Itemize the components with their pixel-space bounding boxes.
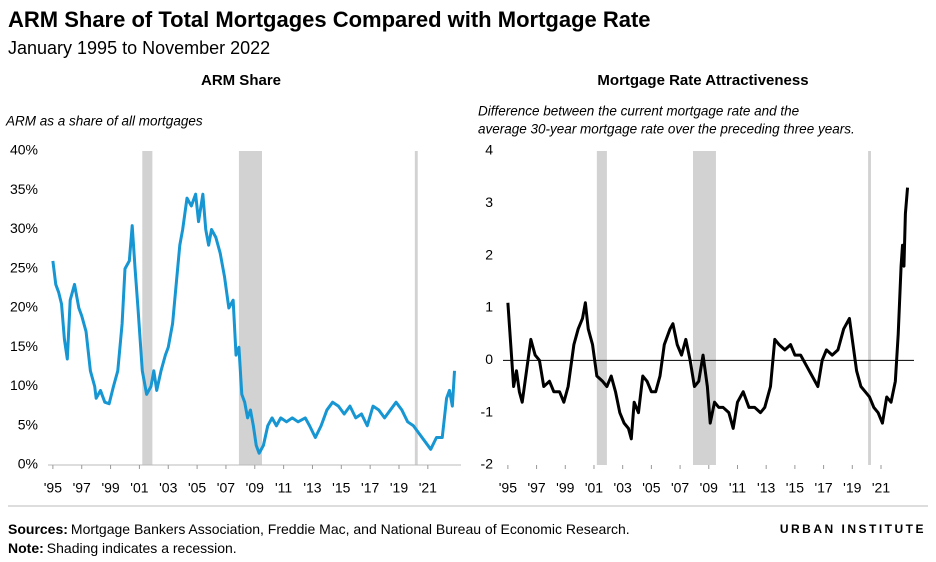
y-tick-label: 2 — [485, 246, 493, 262]
x-tick-label: '05 — [188, 480, 206, 496]
x-tick-label: '13 — [303, 480, 321, 496]
x-tick-label: '99 — [101, 480, 119, 496]
x-tick-label: '17 — [361, 480, 379, 496]
y-tick-label: 30% — [10, 220, 38, 236]
x-tick-label: '13 — [757, 480, 775, 496]
x-tick-label: '11 — [729, 480, 746, 496]
x-tick-label: '19 — [390, 480, 408, 496]
x-tick-label: '21 — [872, 480, 890, 496]
recession-shading — [692, 151, 716, 465]
panel-title: Mortgage Rate Attractiveness — [597, 72, 808, 89]
y-tick-label: -2 — [481, 456, 494, 472]
x-tick-label: '95 — [44, 480, 62, 496]
y-tick-label: 0 — [485, 351, 493, 367]
y-tick-label: 15% — [10, 338, 38, 354]
x-tick-label: '17 — [814, 480, 832, 496]
y-axis-label: ARM as a share of all mortgages — [5, 114, 203, 129]
y-tick-label: 10% — [10, 377, 38, 393]
y-tick-label: 40% — [10, 142, 38, 158]
y-axis-label: Difference between the current mortgage … — [478, 104, 799, 119]
recession-shading — [414, 151, 418, 465]
x-tick-label: '21 — [419, 480, 437, 496]
chart-title: ARM Share of Total Mortgages Compared wi… — [8, 7, 651, 32]
y-axis-label: average 30-year mortgage rate over the p… — [478, 122, 855, 137]
y-tick-label: 25% — [10, 259, 38, 275]
sources-label: Sources: — [8, 521, 68, 537]
y-tick-label: 35% — [10, 181, 38, 197]
x-tick-label: '07 — [671, 480, 689, 496]
y-tick-label: 1 — [485, 299, 493, 315]
x-tick-label: '09 — [700, 480, 718, 496]
x-tick-label: '03 — [614, 480, 632, 496]
recession-shading — [868, 151, 871, 465]
note: Note: Shading indicates a recession. — [8, 540, 237, 556]
x-tick-label: '15 — [332, 480, 350, 496]
note-label: Note: — [8, 540, 44, 556]
y-tick-label: -1 — [481, 403, 494, 419]
x-tick-label: '07 — [217, 480, 235, 496]
x-tick-label: '01 — [130, 480, 148, 496]
x-tick-label: '05 — [642, 480, 660, 496]
note-text: Shading indicates a recession. — [47, 540, 237, 556]
x-tick-label: '95 — [499, 480, 517, 496]
sources: Sources: Mortgage Bankers Association, Fr… — [8, 521, 630, 537]
x-tick-label: '97 — [527, 480, 545, 496]
recession-shading — [142, 151, 153, 465]
x-tick-label: '11 — [275, 480, 292, 496]
logo: URBAN INSTITUTE — [780, 522, 926, 536]
y-tick-label: 3 — [485, 194, 493, 210]
x-tick-label: '19 — [843, 480, 861, 496]
recession-shading — [596, 151, 607, 465]
y-tick-label: 0% — [18, 456, 38, 472]
y-tick-label: 4 — [485, 142, 493, 158]
sources-text: Mortgage Bankers Association, Freddie Ma… — [71, 521, 630, 537]
x-tick-label: '99 — [556, 480, 574, 496]
x-tick-label: '03 — [159, 480, 177, 496]
chart-subtitle: January 1995 to November 2022 — [8, 38, 270, 58]
data-line — [51, 192, 457, 455]
data-line — [506, 187, 910, 441]
y-tick-label: 5% — [18, 416, 38, 432]
x-tick-label: '97 — [73, 480, 91, 496]
x-tick-label: '09 — [246, 480, 264, 496]
recession-shading — [238, 151, 262, 465]
y-tick-label: 20% — [10, 299, 38, 315]
panel-title: ARM Share — [201, 72, 281, 89]
x-tick-label: '01 — [585, 480, 603, 496]
x-tick-label: '15 — [786, 480, 804, 496]
